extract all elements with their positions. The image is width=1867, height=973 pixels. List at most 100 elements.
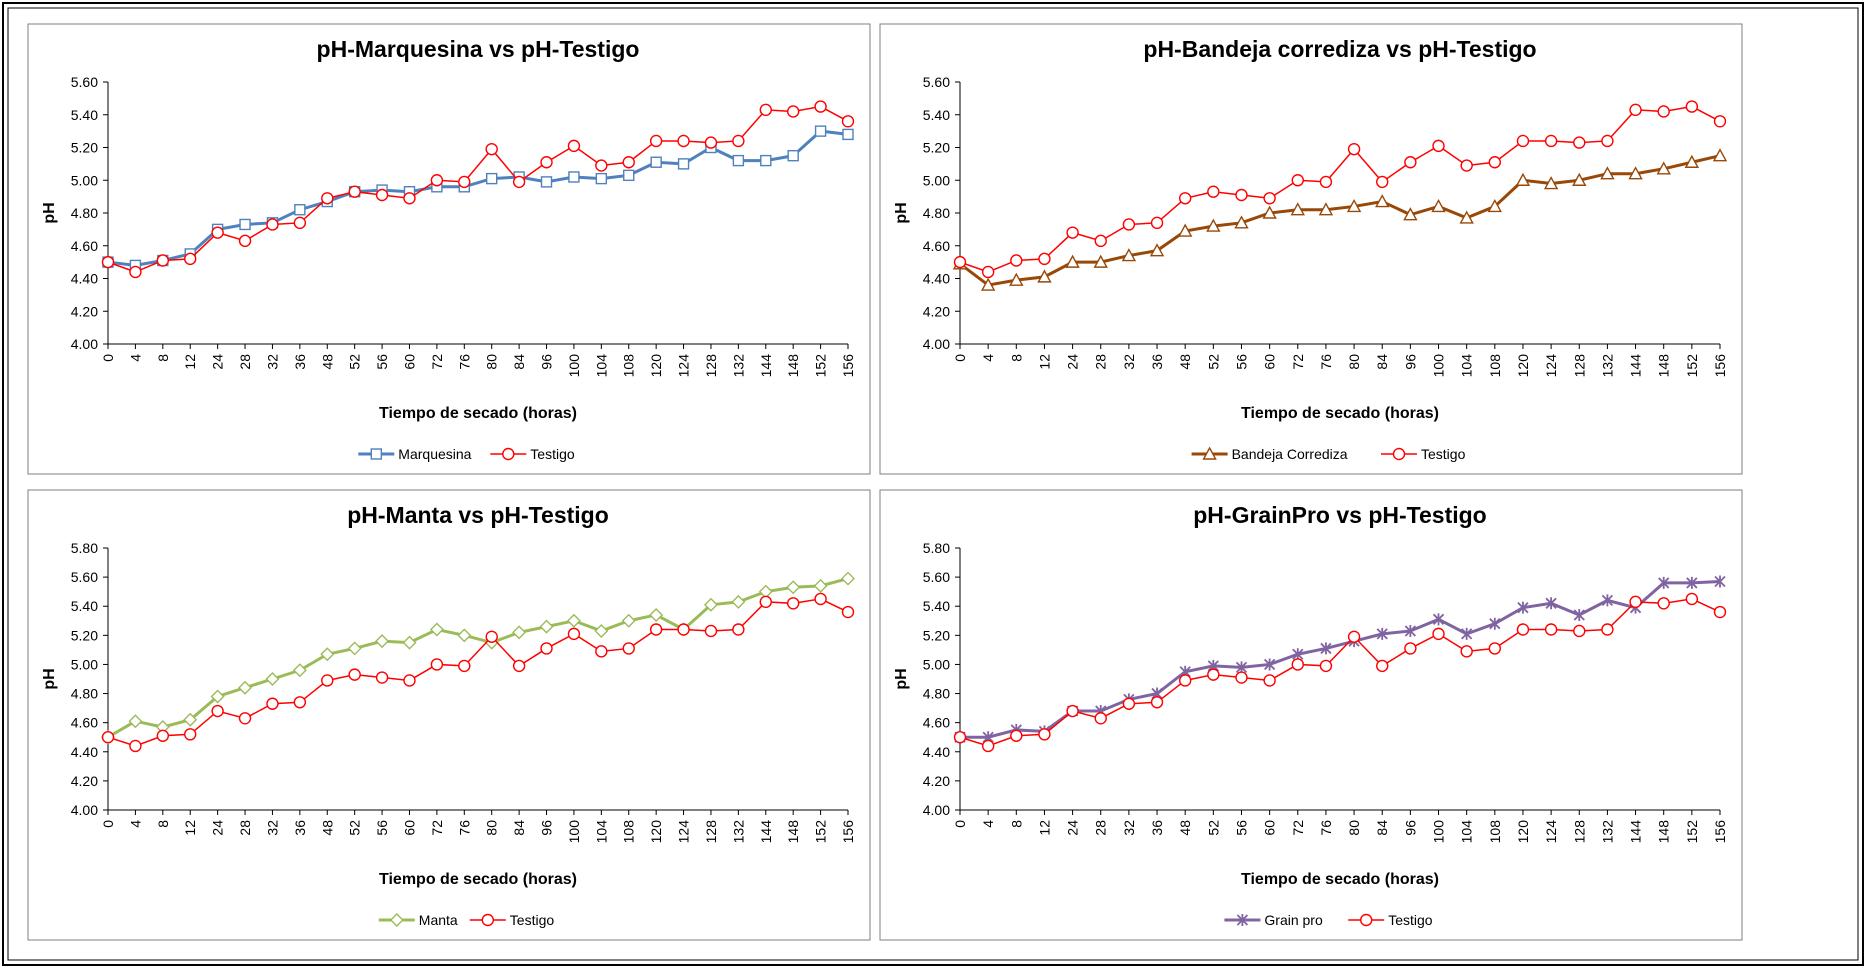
- x-tick-label: 12: [182, 820, 198, 836]
- x-tick-label: 60: [401, 354, 417, 370]
- marker: [292, 663, 307, 678]
- marker: [1544, 134, 1558, 148]
- marker: [1515, 172, 1531, 186]
- x-tick-label: 56: [374, 820, 390, 836]
- marker: [1291, 658, 1304, 671]
- marker: [841, 115, 855, 128]
- marker: [403, 674, 416, 687]
- marker: [1235, 188, 1248, 202]
- chart-border: [879, 23, 1743, 475]
- marker: [481, 913, 494, 927]
- marker: [1404, 156, 1417, 169]
- series-line: [959, 598, 1721, 747]
- marker: [1319, 175, 1333, 189]
- x-tick-label: 144: [1628, 820, 1644, 844]
- marker: [375, 671, 389, 684]
- x-tick-label: 28: [1093, 354, 1109, 370]
- x-tick-label: 84: [511, 354, 527, 370]
- marker: [1460, 645, 1473, 658]
- x-tick-label: 124: [676, 820, 692, 844]
- marker: [1347, 142, 1361, 156]
- marker: [429, 622, 444, 637]
- marker: [1234, 215, 1249, 229]
- x-tick-label: 156: [840, 354, 856, 378]
- x-tick-label: 48: [1177, 354, 1193, 370]
- marker: [294, 204, 306, 216]
- series-line: [107, 105, 849, 273]
- marker: [156, 254, 170, 267]
- marker: [389, 913, 404, 927]
- x-tick-label: 0: [952, 354, 968, 362]
- x-tick-label: 56: [374, 354, 390, 370]
- x-tick-label: 80: [1346, 354, 1362, 370]
- marker: [211, 226, 224, 239]
- marker: [370, 448, 382, 460]
- y-tick-label: 5.00: [71, 172, 98, 188]
- x-tick-label: 96: [1402, 354, 1418, 370]
- x-axis-title: Tiempo de secado (horas): [1241, 871, 1439, 888]
- marker: [265, 672, 280, 686]
- marker: [814, 100, 827, 113]
- marker: [183, 712, 198, 727]
- marker: [1601, 134, 1614, 148]
- y-tick-label: 4.80: [71, 205, 98, 221]
- marker: [1262, 205, 1277, 219]
- x-tick-label: 152: [813, 820, 829, 844]
- x-tick-label: 104: [1459, 354, 1475, 378]
- marker: [621, 613, 636, 628]
- x-tick-label: 120: [648, 354, 664, 378]
- marker: [1601, 594, 1614, 607]
- x-tick-label: 104: [593, 820, 609, 844]
- marker: [458, 659, 471, 673]
- marker: [1629, 595, 1642, 609]
- marker: [321, 674, 334, 687]
- x-tick-label: 4: [980, 354, 996, 362]
- x-tick-label: 48: [319, 820, 335, 836]
- marker: [595, 645, 608, 658]
- y-tick-label: 5.60: [923, 74, 950, 90]
- x-tick-label: 8: [155, 820, 171, 828]
- marker: [677, 134, 690, 148]
- marker: [649, 134, 663, 148]
- marker: [1149, 243, 1165, 257]
- marker: [841, 571, 855, 586]
- chart: pH-Marquesina vs pH-Testigo 4.00 4.20 4.40 4…: [27, 23, 871, 475]
- marker: [1404, 624, 1417, 637]
- marker: [759, 595, 772, 609]
- x-tick-label: 72: [429, 354, 445, 370]
- marker: [1376, 659, 1389, 673]
- marker: [732, 154, 745, 167]
- marker: [760, 154, 772, 167]
- chart-border: [27, 489, 871, 941]
- marker: [348, 185, 361, 198]
- y-tick-label: 5.40: [923, 598, 950, 614]
- marker: [595, 159, 608, 172]
- marker: [1713, 605, 1727, 619]
- marker: [650, 156, 662, 168]
- marker: [1516, 623, 1530, 636]
- chart-title: pH-Manta vs pH-Testigo: [347, 502, 609, 528]
- y-tick-label: 4.20: [923, 773, 950, 789]
- y-tick-label: 5.00: [923, 172, 950, 188]
- marker: [210, 689, 225, 704]
- y-tick-label: 4.40: [71, 744, 98, 760]
- marker: [731, 594, 746, 609]
- marker: [184, 252, 197, 266]
- legend-label: Testigo: [1421, 446, 1466, 462]
- marker: [238, 712, 252, 725]
- marker: [759, 103, 772, 117]
- y-axis-title: pH: [893, 202, 910, 223]
- marker: [1010, 729, 1023, 742]
- marker: [594, 623, 609, 638]
- legend-label: Bandeja Corrediza: [1232, 446, 1348, 462]
- y-tick-label: 4.60: [923, 715, 950, 731]
- marker: [1460, 159, 1473, 172]
- x-tick-label: 36: [292, 354, 308, 370]
- x-tick-label: 76: [456, 354, 472, 370]
- x-tick-label: 100: [1431, 820, 1447, 844]
- x-tick-label: 132: [730, 820, 746, 844]
- marker: [512, 659, 526, 673]
- marker: [1403, 207, 1418, 221]
- x-tick-label: 120: [1515, 820, 1531, 844]
- marker: [458, 175, 471, 189]
